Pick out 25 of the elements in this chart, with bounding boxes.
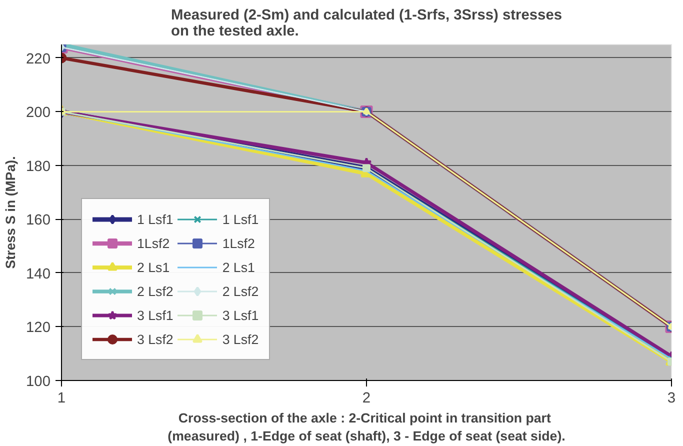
legend-label: 3 Lsf2 (222, 332, 259, 346)
y-tick-label: 140 (26, 266, 51, 282)
legend-label: 1 Lsf1 (222, 212, 259, 226)
x-tick-label: 2 (362, 390, 371, 406)
legend-label: 2 Ls1 (222, 260, 255, 274)
legend-label: 3 Lsf1 (137, 308, 174, 322)
legend-label: 3 Lsf1 (222, 308, 259, 322)
x-tick-label: 3 (667, 390, 676, 406)
y-tick-label: 160 (26, 212, 51, 229)
chart-title: Measured (2-Sm) and calculated (1-Srfs, 3Srss) stresses on the tested axle. (171, 8, 562, 40)
legend-label: 3 Lsf2 (137, 332, 174, 346)
y-tick-label: 220 (26, 51, 51, 68)
y-tick-label: 200 (26, 105, 51, 122)
legend-label: 1Lsf2 (137, 236, 170, 250)
legend-label: 1Lsf2 (222, 236, 255, 250)
legend-label: 2 Lsf2 (137, 284, 174, 298)
y-tick-label: 180 (26, 158, 51, 175)
y-tick-label: 100 (26, 374, 51, 390)
legend-label: 2 Ls1 (137, 260, 170, 274)
x-tick-label: 1 (57, 390, 66, 406)
y-tick-label: 120 (26, 320, 51, 336)
legend-label: 2 Lsf2 (222, 284, 259, 298)
legend-label: 1 Lsf1 (137, 212, 174, 226)
x-axis-title: Cross-section of the axle : 2-Critical point in transition part (measured) , 1-Edge of seat (shaft), 3 - Edge of seat (seat side). (168, 410, 566, 444)
y-axis-title: Stress S in (MPa). (3, 156, 18, 269)
